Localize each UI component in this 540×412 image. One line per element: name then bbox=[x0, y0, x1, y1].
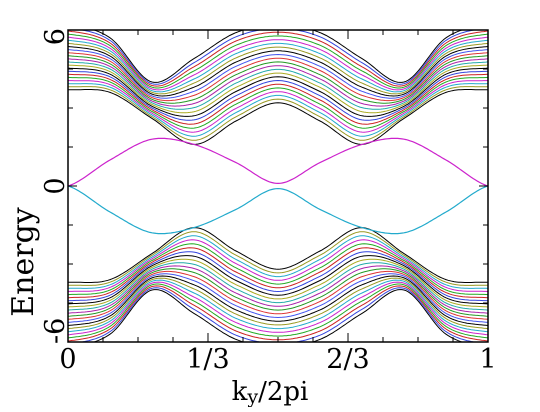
x-axis-label-subscript: y bbox=[246, 386, 258, 407]
edge-state-2 bbox=[68, 185, 488, 235]
valence-band-2 bbox=[78, 287, 478, 342]
x-tick-label-3: 1 bbox=[479, 344, 496, 375]
valence-band-22 bbox=[68, 227, 488, 283]
conduction-band-20 bbox=[68, 83, 488, 137]
valence-band-11 bbox=[68, 268, 488, 317]
valence-band-16 bbox=[68, 251, 488, 302]
x-axis-label-main: k bbox=[232, 377, 248, 407]
valence-band-4 bbox=[68, 283, 488, 339]
conduction-band-12 bbox=[68, 58, 488, 107]
x-axis-label-suffix: /2pi bbox=[258, 377, 308, 407]
y-tick-label-0: -6 bbox=[40, 318, 71, 344]
conduction-band-9 bbox=[68, 49, 488, 99]
y-tick-label-1: 0 bbox=[40, 177, 71, 194]
valence-band-6 bbox=[68, 279, 488, 333]
conduction-band-7 bbox=[68, 42, 488, 95]
conduction-band-19 bbox=[68, 80, 488, 133]
conduction-band-10 bbox=[68, 52, 488, 102]
bands-group bbox=[68, 30, 488, 342]
conduction-band-2 bbox=[78, 30, 478, 85]
valence-band-17 bbox=[68, 247, 488, 299]
valence-band-5 bbox=[68, 281, 488, 336]
x-tick-label-2: 2/3 bbox=[326, 344, 369, 375]
valence-band-15 bbox=[68, 255, 488, 305]
conduction-band-5 bbox=[68, 36, 488, 91]
axis-ticks: 0 1/3 2/3 1-606 bbox=[40, 28, 497, 375]
x-axis-label: ky/2pi bbox=[232, 377, 309, 407]
x-tick-label-0: 0 bbox=[59, 344, 76, 375]
edge-state-1 bbox=[68, 137, 488, 187]
valence-band-20 bbox=[68, 235, 488, 289]
conduction-band-14 bbox=[68, 64, 488, 114]
conduction-band-11 bbox=[68, 55, 488, 104]
y-tick-label-2: 6 bbox=[40, 28, 71, 45]
conduction-band-21 bbox=[68, 86, 488, 141]
x-tick-label-1: 1/3 bbox=[186, 344, 229, 375]
conduction-band-18 bbox=[68, 76, 488, 129]
valence-band-12 bbox=[68, 265, 488, 314]
conduction-band-15 bbox=[68, 67, 488, 117]
conduction-band-22 bbox=[68, 89, 488, 145]
valence-band-9 bbox=[68, 273, 488, 323]
conduction-band-8 bbox=[68, 46, 488, 97]
conduction-band-1 bbox=[92, 30, 464, 83]
valence-band-8 bbox=[68, 275, 488, 326]
valence-band-14 bbox=[68, 258, 488, 308]
y-axis-label: Energy bbox=[6, 207, 41, 317]
conduction-band-4 bbox=[68, 33, 488, 89]
valence-band-18 bbox=[68, 243, 488, 296]
valence-band-19 bbox=[68, 239, 488, 292]
conduction-band-13 bbox=[68, 61, 488, 110]
valence-band-21 bbox=[68, 231, 488, 286]
valence-band-10 bbox=[68, 270, 488, 320]
valence-band-7 bbox=[68, 277, 488, 330]
conduction-band-6 bbox=[68, 39, 488, 93]
conduction-band-16 bbox=[68, 70, 488, 121]
conduction-band-17 bbox=[68, 73, 488, 125]
valence-band-13 bbox=[68, 262, 488, 311]
valence-band-1 bbox=[92, 289, 464, 342]
